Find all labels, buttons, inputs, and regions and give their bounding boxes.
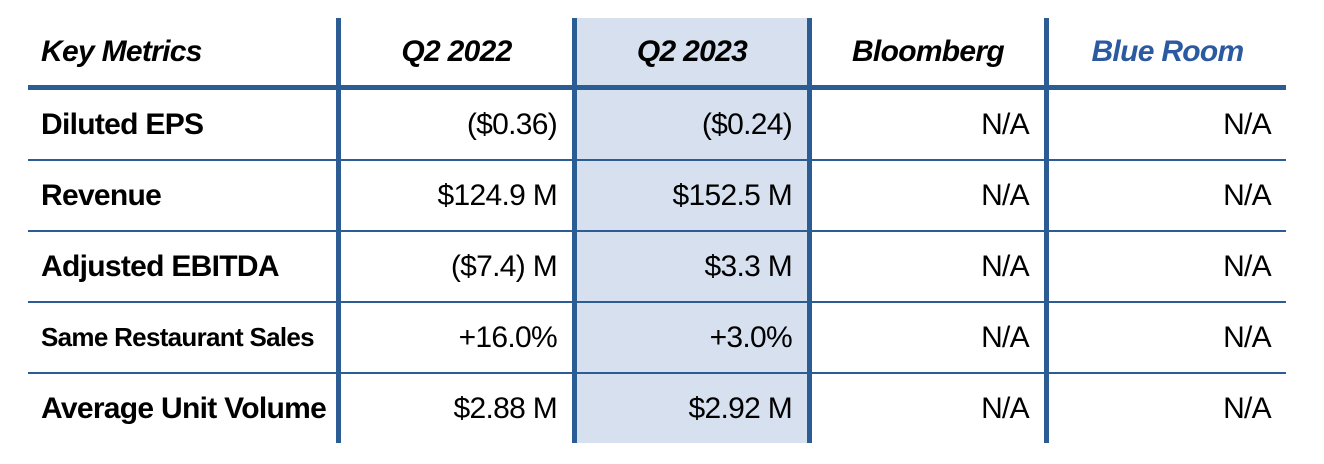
value-q2-2022: +16.0%	[341, 303, 577, 372]
value-blue-room: N/A	[1223, 320, 1272, 354]
table-row-adjusted-ebitda: Adjusted EBITDA ($7.4) M $3.3 M N/A N/A	[28, 232, 1286, 303]
value-bloomberg: N/A	[812, 232, 1049, 301]
value-q2-2023: +3.0%	[577, 303, 812, 372]
value-bloomberg: N/A	[812, 374, 1049, 443]
key-metrics-table: Key Metrics Q2 2022 Q2 2023 Bloomberg Bl…	[28, 18, 1286, 443]
table-header-row: Key Metrics Q2 2022 Q2 2023 Bloomberg Bl…	[28, 18, 1286, 90]
column-header-bloomberg: Bloomberg	[812, 18, 1049, 85]
value-q2-2022: $2.88 M	[341, 374, 577, 443]
table-row-same-restaurant-sales: Same Restaurant Sales +16.0% +3.0% N/A N…	[28, 303, 1286, 374]
column-header-q2-2022: Q2 2022	[341, 18, 577, 85]
value-q2-2023: ($0.24)	[577, 90, 812, 159]
value-q2-2022: ($0.36)	[341, 90, 577, 159]
value-q2-2022: $124.9 M	[341, 161, 577, 230]
value-bloomberg: N/A	[812, 161, 1049, 230]
metric-label: Same Restaurant Sales	[28, 303, 341, 372]
value-q2-2023: $3.3 M	[577, 232, 812, 301]
metric-label: Adjusted EBITDA	[28, 232, 341, 301]
metric-label: Average Unit Volume	[28, 374, 341, 443]
metric-label: Revenue	[28, 161, 341, 230]
value-blue-room: N/A	[1223, 107, 1272, 141]
column-header-key-metrics: Key Metrics	[28, 18, 341, 85]
column-header-blue-room: Blue Room	[1091, 34, 1244, 68]
value-bloomberg: N/A	[812, 90, 1049, 159]
value-q2-2023: $2.92 M	[577, 374, 812, 443]
value-bloomberg: N/A	[812, 303, 1049, 372]
table-row-diluted-eps: Diluted EPS ($0.36) ($0.24) N/A N/A	[28, 90, 1286, 161]
value-q2-2022: ($7.4) M	[341, 232, 577, 301]
table-row-average-unit-volume: Average Unit Volume $2.88 M $2.92 M N/A …	[28, 374, 1286, 443]
value-q2-2023: $152.5 M	[577, 161, 812, 230]
table-row-revenue: Revenue $124.9 M $152.5 M N/A N/A	[28, 161, 1286, 232]
column-header-q2-2023: Q2 2023	[577, 18, 812, 85]
value-blue-room: N/A	[1223, 178, 1272, 212]
value-blue-room: N/A	[1223, 391, 1272, 425]
metric-label: Diluted EPS	[28, 90, 341, 159]
value-blue-room: N/A	[1223, 249, 1272, 283]
